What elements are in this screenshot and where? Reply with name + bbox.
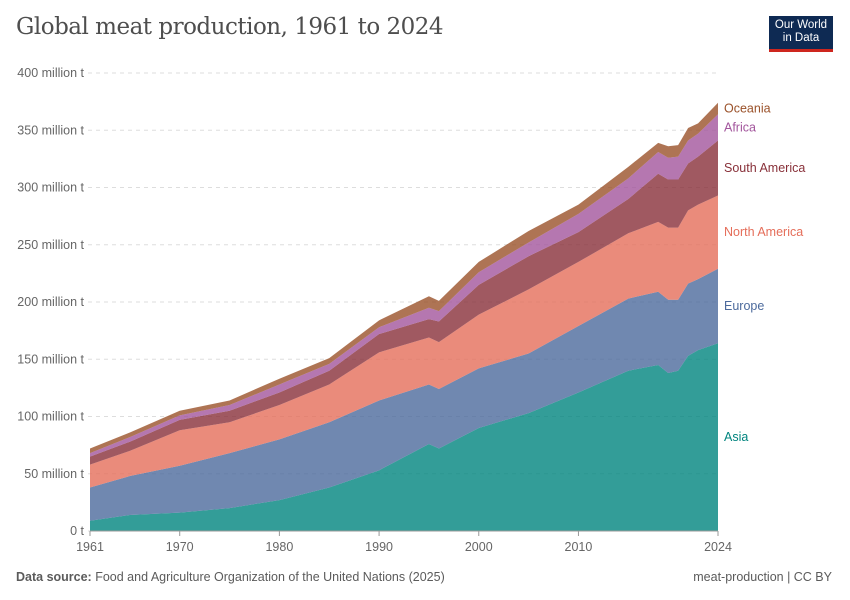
y-tick-label: 350 million t <box>17 123 84 137</box>
y-tick-label: 200 million t <box>17 295 84 309</box>
area-europe <box>90 268 718 521</box>
x-tick-label: 1970 <box>166 540 194 554</box>
area-north-america <box>90 195 718 488</box>
y-tick-label: 400 million t <box>17 66 84 80</box>
y-tick-label: 50 million t <box>24 467 84 481</box>
x-tick-label: 2000 <box>465 540 493 554</box>
y-tick-label: 150 million t <box>17 352 84 366</box>
y-tick-label: 0 t <box>70 524 84 538</box>
legend-label-asia: Asia <box>724 430 748 444</box>
area-south-america <box>90 140 718 465</box>
license[interactable]: meat-production | CC BY <box>693 570 832 584</box>
legend-label-oceania: Oceania <box>724 101 771 115</box>
legend-label-africa: Africa <box>724 120 756 134</box>
chart-title: Global meat production, 1961 to 2024 <box>16 14 444 40</box>
legend-label-europe: Europe <box>724 299 764 313</box>
y-tick-label: 300 million t <box>17 181 84 195</box>
source-text[interactable]: Food and Agriculture Organization of the… <box>95 570 445 584</box>
owid-logo[interactable]: Our World in Data <box>769 16 833 52</box>
legend-label-north-america: North America <box>724 225 803 239</box>
legend-label-south-america: South America <box>724 161 805 175</box>
stacked-area-chart: 0 t 50 million t 100 million t 150 million … <box>17 66 805 554</box>
x-tick-label: 1980 <box>265 540 293 554</box>
x-tick-label: 1961 <box>76 540 104 554</box>
x-tick-label: 2024 <box>704 540 732 554</box>
y-tick-label: 100 million t <box>17 410 84 424</box>
y-tick-label: 250 million t <box>17 238 84 252</box>
source-label: Data source: <box>16 570 92 584</box>
x-tick-label: 1990 <box>365 540 393 554</box>
x-tick-label: 2010 <box>565 540 593 554</box>
data-source: Data source: Food and Agriculture Organi… <box>16 570 445 584</box>
area-asia <box>90 343 718 531</box>
